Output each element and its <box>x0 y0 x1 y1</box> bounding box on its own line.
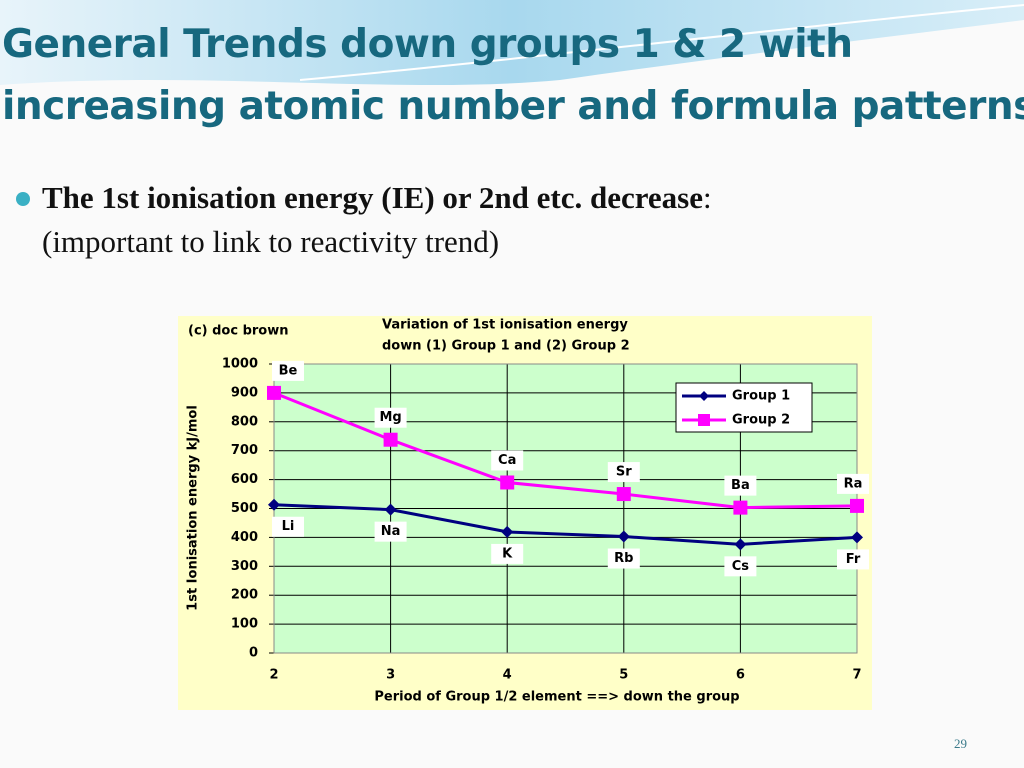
bullet-tail: : <box>703 180 712 215</box>
point-label: Sr <box>616 465 632 480</box>
marker <box>850 498 864 513</box>
marker <box>383 432 398 447</box>
label-box <box>607 462 640 483</box>
point-label: Na <box>381 524 401 539</box>
bullet-text: The 1st ionisation energy (IE) or 2nd et… <box>42 180 712 216</box>
label-box <box>374 407 407 428</box>
x-tick-label: 7 <box>852 668 861 683</box>
x-axis-label: Period of Group 1/2 element ==> down the… <box>374 690 739 705</box>
x-tick-label: 3 <box>386 668 395 683</box>
y-axis-label: 1st Ionisation energy kJ/mol <box>186 405 201 611</box>
y-tick-label: 100 <box>231 617 258 632</box>
y-tick-label: 1000 <box>222 357 258 372</box>
chart-credit: (c) doc brown <box>188 324 289 339</box>
x-tick-label: 6 <box>736 668 745 683</box>
marker <box>267 385 281 400</box>
series-line <box>273 391 858 510</box>
point-label: Ca <box>498 453 516 468</box>
point-label: Fr <box>846 552 861 567</box>
marker <box>500 475 515 490</box>
bullet-lead: The 1st ionisation energy (IE) or 2nd et… <box>42 180 703 215</box>
marker <box>268 498 280 511</box>
marker <box>851 531 863 544</box>
label-box <box>837 549 869 570</box>
wave-line <box>299 4 1024 81</box>
point-label: Be <box>279 363 298 378</box>
label-box <box>491 543 524 564</box>
marker <box>617 530 630 543</box>
label-box <box>837 473 869 494</box>
bullet-dot <box>16 192 30 206</box>
y-tick-label: 400 <box>231 530 258 545</box>
legend-label: Group 1 <box>732 389 790 404</box>
label-box <box>491 450 524 471</box>
label-box <box>272 360 304 381</box>
slide-title: General Trends down groups 1 & 2 with <box>2 22 853 67</box>
point-label: Ra <box>844 476 863 491</box>
point-label: Ba <box>731 478 750 493</box>
page-number: 29 <box>954 736 967 751</box>
y-tick-label: 500 <box>231 501 258 516</box>
x-tick-label: 2 <box>269 668 278 683</box>
point-label: Mg <box>379 410 401 425</box>
y-tick-label: 600 <box>231 472 258 487</box>
label-box <box>724 475 757 496</box>
y-tick-label: 700 <box>231 443 258 458</box>
x-tick-label: 4 <box>503 668 512 683</box>
marker <box>733 500 748 515</box>
slide-title: increasing atomic number and formula pat… <box>2 84 1024 129</box>
y-tick-label: 800 <box>231 414 258 429</box>
series-line <box>273 503 858 546</box>
label-box <box>724 556 757 577</box>
marker <box>501 525 514 538</box>
label-box <box>607 548 640 569</box>
marker <box>384 503 397 516</box>
legend-marker <box>698 414 710 426</box>
point-label: Li <box>282 519 295 534</box>
y-tick-label: 200 <box>231 588 258 603</box>
chart-title: Variation of 1st ionisation energy <box>382 318 628 333</box>
bullet-text: (important to link to reactivity trend) <box>42 224 500 259</box>
y-tick-label: 0 <box>249 646 258 661</box>
label-box <box>374 521 407 542</box>
label-box <box>272 516 304 537</box>
point-label: K <box>502 546 513 561</box>
x-tick-label: 5 <box>619 668 628 683</box>
legend-label: Group 2 <box>732 413 790 428</box>
wave <box>0 0 1024 85</box>
marker <box>734 538 747 551</box>
point-label: Cs <box>732 559 750 574</box>
y-tick-label: 900 <box>231 385 258 400</box>
point-label: Rb <box>614 551 633 566</box>
y-tick-label: 300 <box>231 559 258 574</box>
chart-title: down (1) Group 1 and (2) Group 2 <box>382 339 630 354</box>
marker <box>616 487 631 502</box>
legend-marker <box>699 391 709 401</box>
